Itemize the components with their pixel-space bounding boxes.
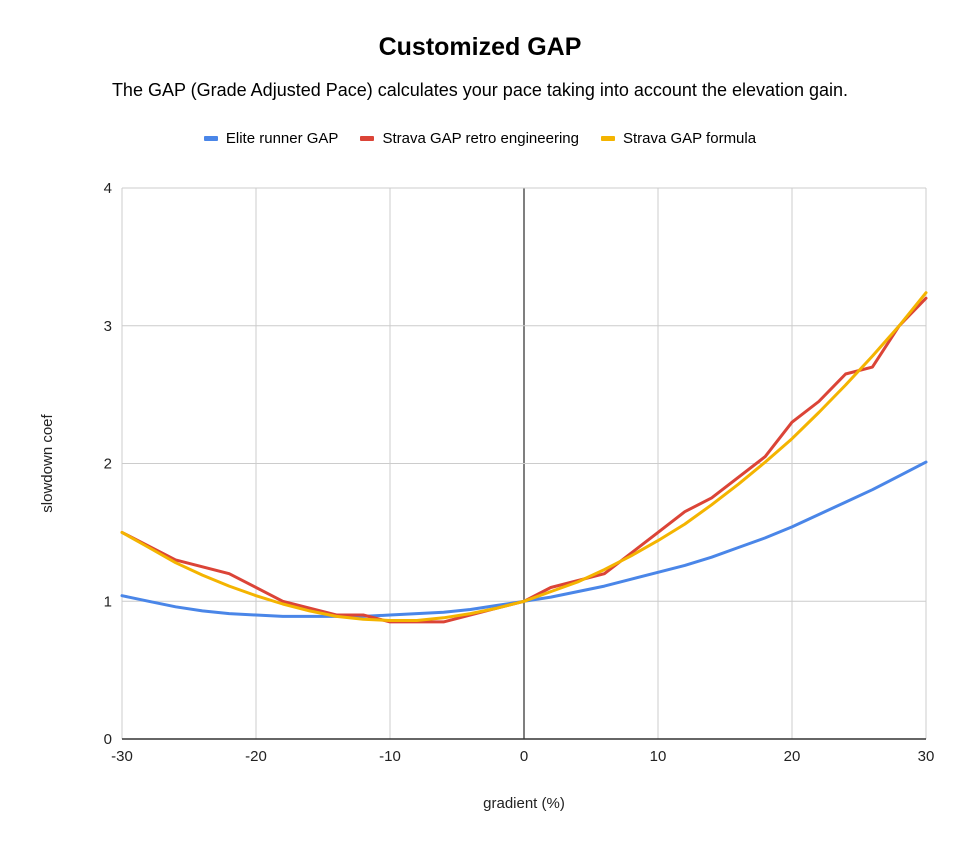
x-tick-label: 0 (520, 748, 528, 765)
y-tick-label: 3 (104, 318, 112, 335)
y-tick-label: 4 (104, 180, 112, 197)
chart-title: Customized GAP (378, 33, 582, 61)
x-tick-label: -20 (245, 748, 267, 765)
legend-label-strava-retro: Strava GAP retro engineering (382, 130, 579, 147)
series-line-strava-formula (120, 291, 928, 622)
legend-item-strava-retro[interactable]: Strava GAP retro engineering (360, 130, 579, 147)
legend-swatch-elite-runner (203, 136, 218, 141)
x-tick-label: 30 (918, 748, 935, 765)
legend-label-elite-runner: Elite runner GAP (225, 130, 339, 147)
legend-swatch-strava-formula (600, 136, 615, 141)
y-axis-title: slowdown coef (39, 413, 56, 512)
x-tick-label: 20 (784, 748, 801, 765)
legend-item-strava-formula[interactable]: Strava GAP formula (600, 130, 757, 147)
legend: Elite runner GAP Strava GAP retro engine… (0, 130, 960, 147)
x-axis-title: gradient (%) (483, 795, 565, 812)
x-tick-label: -30 (111, 748, 133, 765)
legend-label-strava-formula: Strava GAP formula (622, 130, 757, 147)
y-tick-label: 2 (104, 456, 112, 473)
x-tick-label: 10 (650, 748, 667, 765)
legend-item-elite-runner[interactable]: Elite runner GAP (203, 130, 339, 147)
chart-subtitle: The GAP (Grade Adjusted Pace) calculates… (111, 80, 849, 100)
y-tick-label: 0 (104, 731, 112, 748)
y-tick-label: 1 (104, 593, 112, 610)
x-tick-label: -10 (379, 748, 401, 765)
legend-swatch-strava-retro (360, 136, 375, 141)
